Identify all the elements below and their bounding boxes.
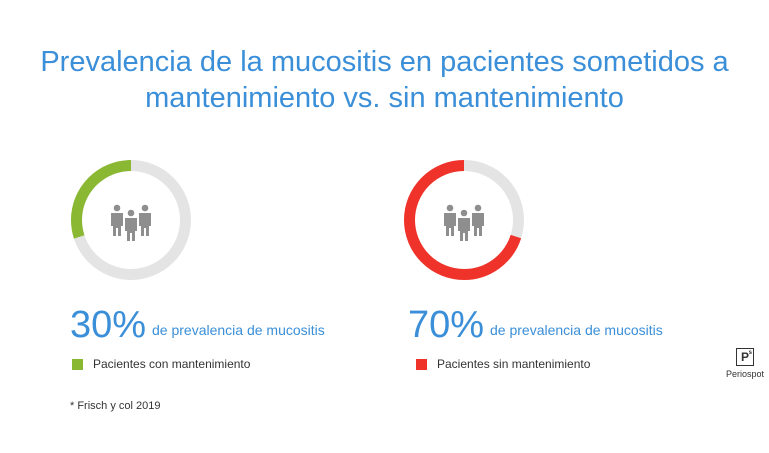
donut-slice	[404, 160, 524, 280]
title-line-1: Prevalencia de la mucositis en pacientes…	[40, 46, 729, 78]
percent-label-con: 30%	[70, 304, 147, 346]
legend-item-con: Pacientes con mantenimiento	[72, 357, 250, 371]
people-icon	[111, 204, 151, 241]
title-line-2: mantenimiento vs. sin mantenimiento	[145, 82, 624, 114]
people-icon	[444, 204, 484, 241]
footnote: * Frisch y col 2019	[70, 400, 161, 412]
sublabel-con: de prevalencia de mucositis	[152, 322, 325, 338]
legend-swatch	[72, 358, 83, 370]
legend-swatch	[416, 358, 427, 370]
sublabel-sin: de prevalencia de mucositis	[490, 322, 663, 338]
legend-label: Pacientes sin mantenimiento	[437, 357, 591, 371]
donut-con-mantenimiento	[71, 160, 191, 280]
donut-slice	[71, 160, 191, 280]
percent-label-sin: 70%	[408, 304, 485, 346]
legend-label: Pacientes con mantenimiento	[93, 357, 251, 371]
legend-item-sin: Pacientes sin mantenimiento	[416, 357, 590, 371]
donut-sin-mantenimiento	[404, 160, 524, 280]
logo-name: Periospot	[726, 369, 765, 379]
chart-title: Prevalencia de la mucositis en pacientes…	[0, 44, 769, 116]
